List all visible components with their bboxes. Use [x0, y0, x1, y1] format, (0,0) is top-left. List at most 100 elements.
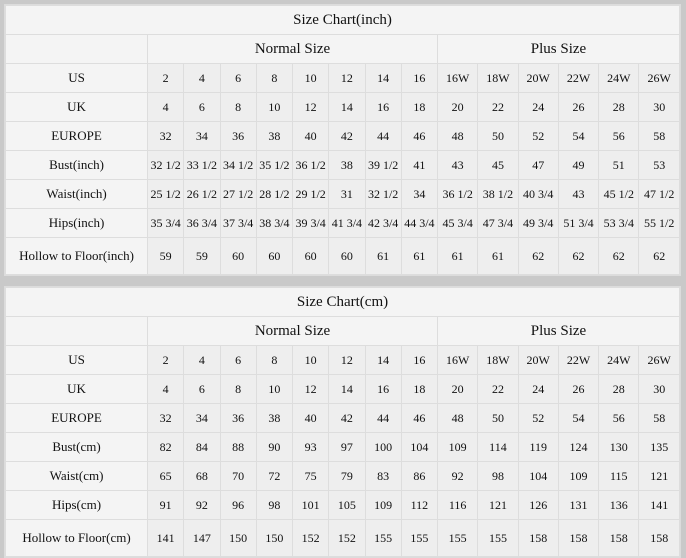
- data-cell: 96: [219, 490, 257, 520]
- data-cell: 22W: [557, 63, 600, 93]
- data-cell: 8: [219, 92, 257, 122]
- group-header-normal-size: Normal Size: [147, 316, 439, 346]
- data-cell: 38: [255, 121, 294, 151]
- data-cell: 112: [400, 490, 439, 520]
- data-cell: 42 3/4: [364, 208, 402, 238]
- data-cell: 88: [219, 432, 257, 462]
- data-cell: 38: [328, 150, 366, 180]
- data-cell: 30: [638, 374, 680, 404]
- table-row: Bust(cm) 82 84 88 90 93 97 100 104 109 114 119 124 13…: [4, 432, 680, 462]
- data-cell: 121: [477, 490, 519, 520]
- row-label: Waist(inch): [4, 179, 149, 209]
- data-cell: 27 1/2: [219, 179, 257, 209]
- data-cell: 34: [183, 121, 221, 151]
- row-label: Waist(cm): [4, 461, 149, 491]
- data-cell: 141: [638, 490, 680, 520]
- data-cell: 31: [328, 179, 366, 209]
- data-cell: 36 3/4: [183, 208, 221, 238]
- data-cell: 22W: [557, 345, 600, 375]
- data-cell: 55 1/2: [638, 208, 680, 238]
- group-header-plus-size: Plus Size: [437, 316, 680, 346]
- data-cell: 36: [219, 403, 257, 433]
- data-cell: 10: [255, 374, 294, 404]
- data-cell: 26W: [638, 345, 680, 375]
- row-label: Hips(cm): [4, 490, 149, 520]
- data-cell: 8: [219, 374, 257, 404]
- data-cell: 16: [364, 92, 402, 122]
- data-cell: 155: [437, 519, 479, 557]
- table-row: US 2 4 6 8 10 12 14 16 16W 18W 20W 22W 24W 26W: [4, 63, 680, 93]
- data-cell: 45 3/4: [437, 208, 479, 238]
- data-cell: 90: [255, 432, 294, 462]
- data-cell: 56: [598, 121, 640, 151]
- data-cell: 131: [557, 490, 600, 520]
- data-cell: 6: [219, 63, 257, 93]
- data-cell: 37 3/4: [219, 208, 257, 238]
- data-cell: 6: [219, 345, 257, 375]
- data-cell: 60: [292, 237, 330, 275]
- data-cell: 68: [183, 461, 221, 491]
- data-cell: 130: [598, 432, 640, 462]
- data-cell: 10: [292, 345, 330, 375]
- data-cell: 158: [517, 519, 559, 557]
- data-cell: 101: [292, 490, 330, 520]
- size-chart-inch: Size Chart(inch) Normal Size Plus Size US 2 4…: [4, 4, 681, 276]
- data-cell: 53 3/4: [598, 208, 640, 238]
- table-row: EUROPE 32 34 36 38 40 42 44 46 48 50 52 54 56 58: [4, 403, 680, 433]
- chart-title-row: Size Chart(cm): [5, 287, 680, 317]
- data-cell: 34: [183, 403, 221, 433]
- data-cell: 54: [557, 403, 600, 433]
- row-label: US: [4, 63, 149, 93]
- data-cell: 44 3/4: [400, 208, 439, 238]
- data-cell: 18W: [477, 345, 519, 375]
- data-cell: 14: [364, 63, 402, 93]
- data-cell: 158: [598, 519, 640, 557]
- data-cell: 40 3/4: [517, 179, 559, 209]
- data-cell: 20: [437, 92, 479, 122]
- table-row: UK 4 6 8 10 12 14 16 18 20 22 24 26 28 30: [4, 92, 680, 122]
- data-cell: 158: [638, 519, 680, 557]
- data-cell: 62: [598, 237, 640, 275]
- data-cell: 52: [517, 121, 559, 151]
- data-cell: 114: [477, 432, 519, 462]
- data-cell: 14: [328, 374, 366, 404]
- data-cell: 155: [400, 519, 439, 557]
- data-cell: 36 1/2: [437, 179, 479, 209]
- data-cell: 41 3/4: [328, 208, 366, 238]
- data-cell: 155: [364, 519, 402, 557]
- data-cell: 79: [328, 461, 366, 491]
- data-cell: 52: [517, 403, 559, 433]
- data-cell: 4: [147, 92, 185, 122]
- data-cell: 121: [638, 461, 680, 491]
- data-cell: 38 3/4: [255, 208, 294, 238]
- data-cell: 45 1/2: [598, 179, 640, 209]
- data-cell: 32: [147, 403, 185, 433]
- data-cell: 61: [364, 237, 402, 275]
- data-cell: 39 1/2: [364, 150, 402, 180]
- size-chart-page: Size Chart(inch) Normal Size Plus Size US 2 4…: [4, 4, 681, 558]
- data-cell: 4: [183, 345, 221, 375]
- data-cell: 4: [147, 374, 185, 404]
- data-cell: 6: [183, 374, 221, 404]
- data-cell: 54: [557, 121, 600, 151]
- data-cell: 40: [292, 403, 330, 433]
- data-cell: 49: [557, 150, 600, 180]
- table-row: US 2 4 6 8 10 12 14 16 16W 18W 20W 22W 24W 26W: [4, 345, 680, 375]
- data-cell: 46: [400, 121, 439, 151]
- data-cell: 147: [183, 519, 221, 557]
- data-cell: 109: [437, 432, 479, 462]
- table-row: Hollow to Floor(inch) 59 59 60 60 60 60 61 61 61 6…: [4, 237, 680, 275]
- row-label: EUROPE: [4, 403, 149, 433]
- data-cell: 38: [255, 403, 294, 433]
- data-cell: 41: [400, 150, 439, 180]
- data-cell: 26 1/2: [183, 179, 221, 209]
- data-cell: 61: [437, 237, 479, 275]
- data-cell: 28: [598, 92, 640, 122]
- data-cell: 6: [183, 92, 221, 122]
- data-cell: 59: [147, 237, 185, 275]
- row-label: Hips(inch): [4, 208, 149, 238]
- data-cell: 16W: [437, 345, 479, 375]
- data-cell: 36: [219, 121, 257, 151]
- data-cell: 70: [219, 461, 257, 491]
- data-cell: 30: [638, 92, 680, 122]
